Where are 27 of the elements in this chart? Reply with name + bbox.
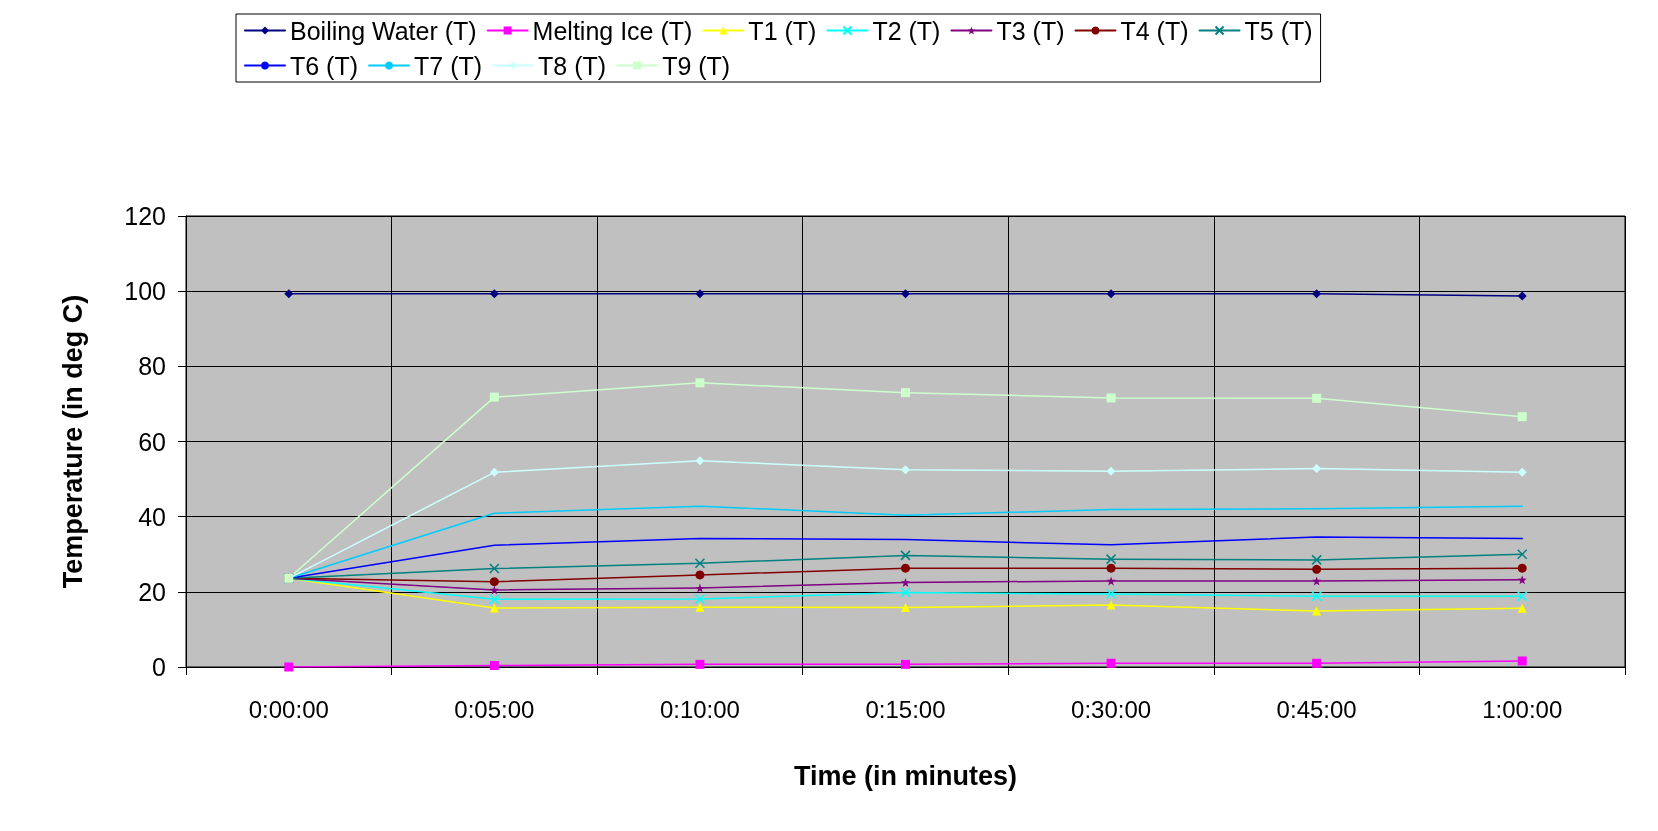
x-tick-label: 0:05:00 bbox=[454, 695, 535, 723]
legend-label: Melting Ice (T) bbox=[532, 16, 693, 45]
legend-label: T5 (T) bbox=[1244, 16, 1313, 45]
x-tick-label: 0:45:00 bbox=[1276, 695, 1357, 723]
x-tick-label: 1:00:00 bbox=[1482, 695, 1563, 723]
x-tick-label: 0:30:00 bbox=[1071, 695, 1152, 723]
x-axis-title: Time (in minutes) bbox=[793, 760, 1018, 791]
x-tick-label: 0:10:00 bbox=[659, 695, 740, 723]
legend-label: T9 (T) bbox=[662, 51, 731, 80]
y-tick-label: 80 bbox=[138, 352, 166, 381]
legend-label: Boiling Water (T) bbox=[290, 16, 477, 45]
legend-label: T2 (T) bbox=[872, 16, 941, 45]
y-tick-label: 120 bbox=[124, 202, 166, 230]
legend-label: T3 (T) bbox=[996, 16, 1065, 45]
legend-label: T4 (T) bbox=[1120, 16, 1189, 45]
y-axis-title: Temperature (in deg C) bbox=[57, 294, 88, 589]
y-tick-label: 20 bbox=[138, 577, 166, 606]
legend-label: T6 (T) bbox=[290, 51, 359, 80]
y-tick-label: 100 bbox=[124, 277, 166, 306]
x-tick-label: 0:00:00 bbox=[248, 695, 329, 723]
legend-label: T1 (T) bbox=[748, 16, 817, 45]
y-tick-label: 60 bbox=[138, 427, 166, 456]
legend-label: T7 (T) bbox=[414, 51, 483, 80]
x-tick-label: 0:15:00 bbox=[865, 695, 946, 723]
y-tick-label: 40 bbox=[138, 502, 166, 531]
legend-label: T8 (T) bbox=[538, 51, 607, 80]
y-tick-label: 0 bbox=[152, 653, 166, 681]
